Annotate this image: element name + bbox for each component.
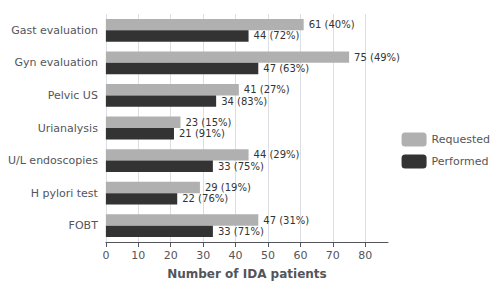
svg-text:29 (19%): 29 (19%) — [205, 182, 251, 193]
svg-text:Requested: Requested — [432, 133, 490, 146]
svg-text:Performed: Performed — [432, 155, 489, 168]
svg-text:33 (71%): 33 (71%) — [218, 226, 264, 237]
svg-text:22 (76%): 22 (76%) — [182, 193, 228, 204]
svg-text:Number of IDA patients: Number of IDA patients — [167, 267, 327, 281]
svg-text:Urianalysis: Urianalysis — [38, 122, 98, 135]
svg-text:60: 60 — [293, 249, 307, 262]
svg-text:41 (27%): 41 (27%) — [244, 84, 290, 95]
svg-text:47 (63%): 47 (63%) — [263, 63, 309, 74]
svg-text:30: 30 — [196, 249, 210, 262]
svg-text:23 (15%): 23 (15%) — [185, 117, 231, 128]
svg-text:U/L endoscopies: U/L endoscopies — [8, 154, 98, 167]
svg-text:61 (40%): 61 (40%) — [309, 19, 355, 30]
svg-text:33 (75%): 33 (75%) — [218, 161, 264, 172]
svg-text:34 (83%): 34 (83%) — [221, 96, 267, 107]
svg-text:FOBT: FOBT — [69, 219, 99, 232]
svg-text:50: 50 — [261, 249, 275, 262]
svg-text:Pelvic US: Pelvic US — [48, 89, 98, 102]
svg-text:Gast evaluation: Gast evaluation — [11, 24, 98, 37]
svg-text:75 (49%): 75 (49%) — [354, 52, 400, 63]
svg-text:Gyn evaluation: Gyn evaluation — [15, 56, 98, 69]
svg-text:47 (31%): 47 (31%) — [263, 215, 309, 226]
svg-text:80: 80 — [358, 249, 372, 262]
svg-text:44 (29%): 44 (29%) — [254, 149, 300, 160]
svg-text:0: 0 — [102, 249, 109, 262]
svg-text:44 (72%): 44 (72%) — [254, 30, 300, 41]
svg-text:70: 70 — [326, 249, 340, 262]
svg-text:10: 10 — [131, 249, 145, 262]
svg-text:20: 20 — [164, 249, 178, 262]
svg-text:40: 40 — [229, 249, 243, 262]
svg-text:21 (91%): 21 (91%) — [179, 128, 225, 139]
svg-text:H pylori test: H pylori test — [31, 187, 99, 200]
